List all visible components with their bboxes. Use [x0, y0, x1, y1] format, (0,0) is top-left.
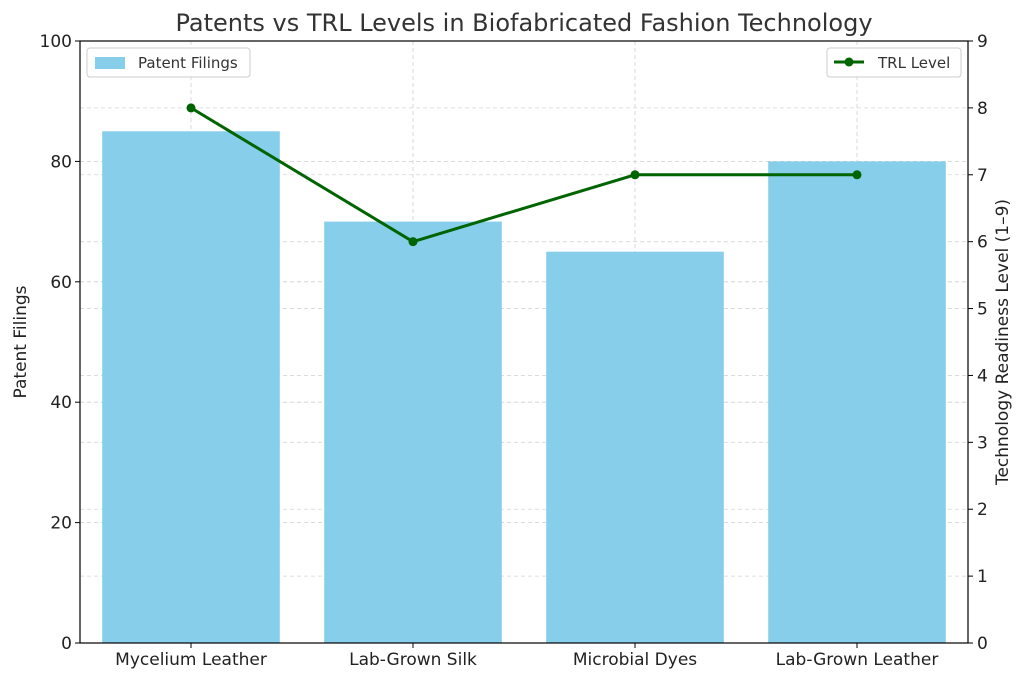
bar: [546, 251, 724, 643]
right-tick-label: 2: [977, 500, 988, 520]
plot-frame: [79, 40, 969, 644]
legend-line-frame: [826, 47, 962, 78]
x-tick-label: Microbial Dyes: [573, 650, 697, 670]
x-tick-label: Lab-Grown Leather: [776, 650, 939, 670]
bar-series: [102, 131, 946, 644]
trl-line: [190, 106, 857, 244]
bar: [324, 221, 502, 643]
left-tick-label: 0: [61, 634, 72, 654]
right-axis-title: Technology Readiness Level (1–9): [993, 199, 1013, 486]
left-tick-label: 100: [40, 32, 72, 52]
x-axis-ticks: Mycelium Leather Lab-Grown Silk Microbial …: [115, 643, 938, 670]
left-tick-label: 40: [50, 393, 72, 413]
right-tick-label: 4: [977, 366, 988, 386]
left-tick-label: 60: [50, 273, 72, 293]
legend-line-label: TRL Level: [877, 54, 950, 72]
trl-point: [852, 170, 862, 180]
x-tick-label: Lab-Grown Silk: [349, 650, 477, 670]
right-axis-ticks: 0 1 2 3 4 5 6 7 8 9: [968, 32, 988, 654]
bar: [768, 161, 946, 643]
legend-bar-swatch: [95, 57, 125, 69]
right-tick-label: 7: [977, 166, 988, 186]
right-tick-label: 9: [977, 32, 988, 52]
left-axis-ticks: 0 20 40 60 80 100: [40, 32, 80, 654]
trl-point: [408, 237, 418, 247]
legend-line-marker: [844, 57, 854, 67]
left-tick-label: 80: [50, 152, 72, 172]
right-tick-label: 0: [977, 634, 988, 654]
legend-bar: Patent Filings: [86, 47, 251, 78]
left-axis-title: Patent Filings: [11, 285, 31, 398]
bar: [102, 131, 280, 644]
right-tick-label: 6: [977, 233, 988, 253]
left-tick-label: 20: [50, 514, 72, 534]
chart-title: Patents vs TRL Levels in Biofabricated F…: [175, 9, 872, 37]
legend-bar-label: Patent Filings: [138, 54, 238, 72]
trl-point: [186, 103, 196, 113]
legend-line: TRL Level: [826, 47, 962, 78]
trl-point: [630, 170, 640, 180]
x-tick-label: Mycelium Leather: [115, 650, 267, 670]
right-tick-label: 5: [977, 300, 988, 320]
right-tick-label: 3: [977, 433, 988, 453]
right-tick-label: 1: [977, 567, 988, 587]
legend-bar-frame: [86, 47, 251, 78]
right-tick-label: 8: [977, 99, 988, 119]
line-series: [186, 103, 862, 247]
